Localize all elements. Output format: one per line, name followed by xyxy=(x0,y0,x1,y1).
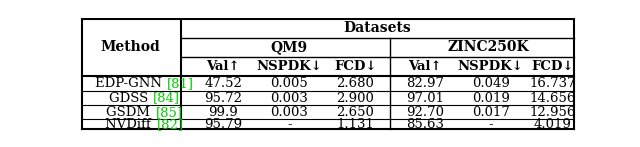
Text: NSPDK↓: NSPDK↓ xyxy=(256,60,322,73)
Text: 0.003: 0.003 xyxy=(270,92,308,105)
Text: 0.019: 0.019 xyxy=(472,92,509,105)
Text: NVDiff: NVDiff xyxy=(106,118,156,131)
Text: QM9: QM9 xyxy=(271,40,308,54)
Text: -: - xyxy=(287,118,292,131)
Text: 47.52: 47.52 xyxy=(204,77,243,90)
Text: 2.900: 2.900 xyxy=(336,92,374,105)
Text: 4.019: 4.019 xyxy=(534,118,572,131)
Text: 95.79: 95.79 xyxy=(204,118,243,131)
Text: GDSS: GDSS xyxy=(109,92,152,105)
Text: 1.131: 1.131 xyxy=(336,118,374,131)
Text: 85.63: 85.63 xyxy=(406,118,444,131)
Text: FCD↓: FCD↓ xyxy=(334,60,376,73)
Text: -: - xyxy=(488,118,493,131)
Text: Datasets: Datasets xyxy=(344,21,412,35)
Text: Method: Method xyxy=(100,40,160,54)
Text: Val↑: Val↑ xyxy=(207,60,240,73)
Text: 2.680: 2.680 xyxy=(336,77,374,90)
Text: FCD↓: FCD↓ xyxy=(531,60,574,73)
Text: 97.01: 97.01 xyxy=(406,92,444,105)
Text: 99.9: 99.9 xyxy=(209,106,238,119)
Text: GSDM: GSDM xyxy=(106,106,154,119)
Text: 95.72: 95.72 xyxy=(204,92,243,105)
Text: [85]: [85] xyxy=(156,106,182,119)
Text: Val↑: Val↑ xyxy=(408,60,442,73)
Text: 92.70: 92.70 xyxy=(406,106,444,119)
Text: 0.005: 0.005 xyxy=(270,77,308,90)
Text: 14.656: 14.656 xyxy=(529,92,576,105)
Text: ZINC250K: ZINC250K xyxy=(448,40,530,54)
Text: 82.97: 82.97 xyxy=(406,77,444,90)
Text: 12.956: 12.956 xyxy=(529,106,576,119)
Text: [82]: [82] xyxy=(156,118,184,131)
Text: 16.737: 16.737 xyxy=(529,77,576,90)
Text: [81]: [81] xyxy=(167,77,194,90)
Text: 0.049: 0.049 xyxy=(472,77,509,90)
Text: 2.650: 2.650 xyxy=(336,106,374,119)
Text: EDP-GNN: EDP-GNN xyxy=(95,77,166,90)
Text: 0.003: 0.003 xyxy=(270,106,308,119)
Text: NSPDK↓: NSPDK↓ xyxy=(458,60,524,73)
Text: [84]: [84] xyxy=(153,92,180,105)
Text: 0.017: 0.017 xyxy=(472,106,509,119)
